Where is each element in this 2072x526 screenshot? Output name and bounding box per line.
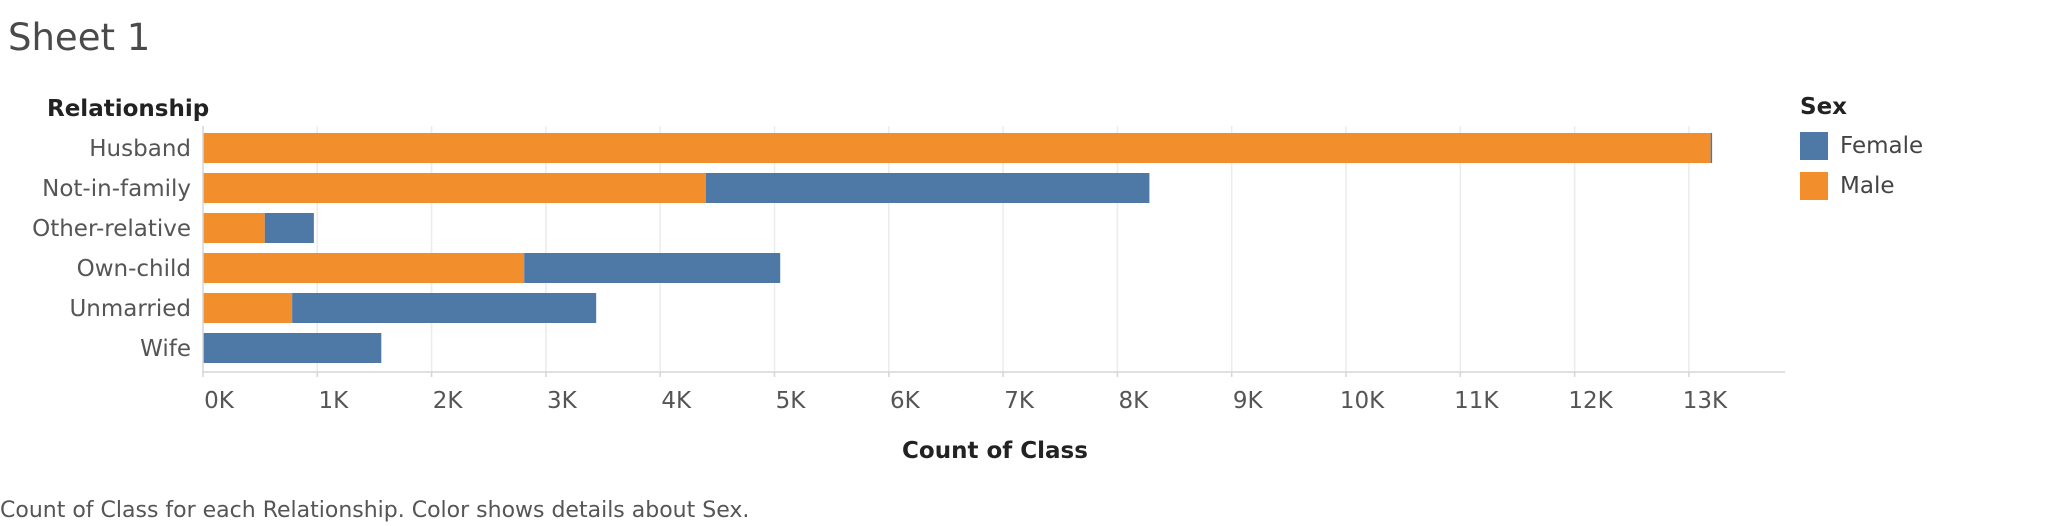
bar-male-unmarried [203,293,293,323]
x-tick-label: 3K [547,388,578,414]
x-axis-title: Count of Class [902,438,1088,464]
bar-female-other-relative [264,213,314,243]
category-label: Wife [140,336,191,362]
x-tick-label: 5K [776,388,807,414]
x-tick-label: 11K [1454,388,1499,414]
legend-item-female[interactable]: Female [1800,126,1923,166]
x-tick-label: 13K [1683,388,1728,414]
bar-male-other-relative [203,213,265,243]
gridlines [316,126,1690,372]
x-tick-label: 2K [433,388,464,414]
legend[interactable]: Sex Female Male [1800,94,1923,206]
x-tick-label: 9K [1233,388,1264,414]
category-label: Unmarried [69,296,191,322]
category-label: Not-in-family [42,176,191,202]
legend-label-female: Female [1840,133,1924,159]
bar-female-wife [203,333,382,363]
bar-female-unmarried [292,293,597,323]
bar-chart: Husband Not-in-family Other-relative Own-ch… [32,126,1785,464]
legend-title: Sex [1800,94,1847,120]
x-tick-label: 8K [1119,388,1150,414]
x-tick-label: 12K [1568,388,1613,414]
x-tick-label: 10K [1340,388,1385,414]
category-labels: Husband Not-in-family Other-relative Own-ch… [32,136,191,362]
bars [203,133,1713,363]
x-tick-label: 7K [1004,388,1035,414]
bar-male-not-in-family [203,173,706,203]
x-tick-label: 1K [318,388,349,414]
sheet-title: Sheet 1 [8,16,151,59]
x-tick-label: 6K [890,388,921,414]
x-tick-label: 0K [204,388,235,414]
bar-female-not-in-family [705,173,1150,203]
legend-swatch-male [1800,172,1828,200]
legend-item-male[interactable]: Male [1800,166,1923,206]
row-header: Relationship [47,96,210,122]
x-tick-label: 4K [661,388,692,414]
bar-female-own-child [524,253,781,283]
bar-male-own-child [203,253,525,283]
category-label: Husband [89,136,191,162]
x-axis: 0K 1K 2K 3K 4K 5K 6K 7K 8K 9K 10K 11K 12K 13K [202,126,1785,414]
caption: Count of Class for each Relationship. Co… [0,498,750,523]
legend-swatch-female [1800,132,1828,160]
category-label: Other-relative [32,216,191,242]
bar-female-husband [1710,133,1713,163]
category-label: Own-child [77,256,191,282]
bar-male-husband [203,133,1711,163]
legend-label-male: Male [1840,173,1895,199]
